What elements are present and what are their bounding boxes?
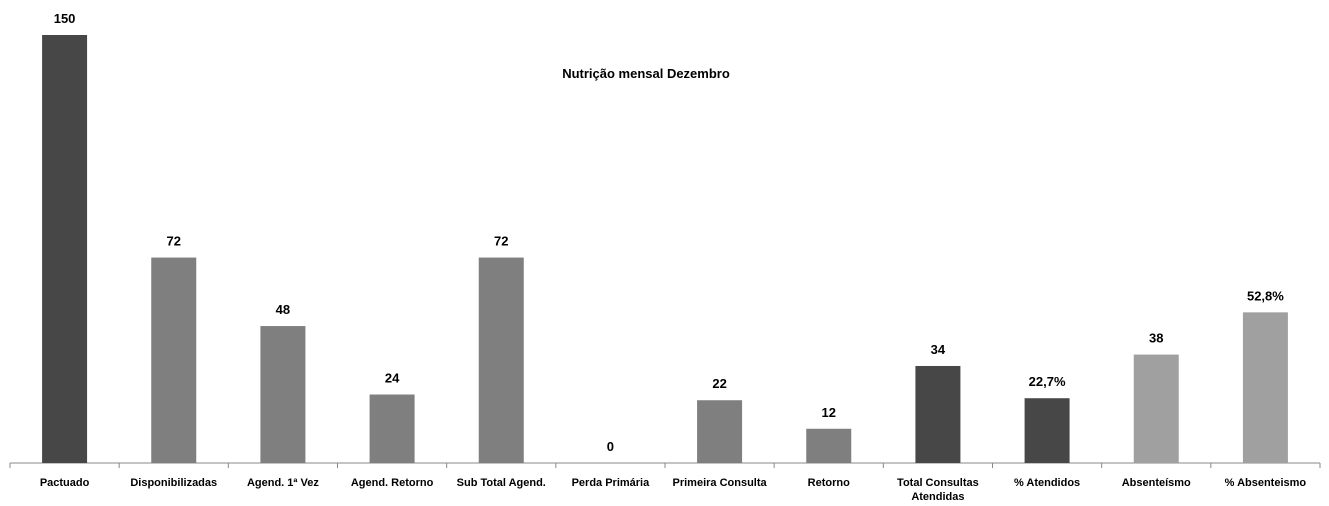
bar xyxy=(915,365,961,463)
data-label: 52,8% xyxy=(1247,288,1284,303)
data-label: 38 xyxy=(1149,331,1163,346)
bar xyxy=(42,35,88,463)
bar xyxy=(478,257,524,463)
bar xyxy=(806,428,852,463)
data-label: 48 xyxy=(276,302,290,317)
x-tick-label: Agend. 1ª Vez xyxy=(246,477,319,489)
x-tick-label: Sub Total Agend. xyxy=(456,477,546,489)
x-tick-label: Disponibilizadas xyxy=(130,477,218,489)
x-tick-label: Pactuado xyxy=(39,477,90,489)
bar xyxy=(151,257,197,463)
data-label: 24 xyxy=(385,371,400,386)
x-tick-label: % Absenteismo xyxy=(1224,477,1307,489)
chart-title: Nutrição mensal Dezembro xyxy=(562,66,730,81)
x-tick-label: Agend. Retorno xyxy=(350,477,434,489)
data-label: 72 xyxy=(167,234,181,249)
x-tick-label: Primeira Consulta xyxy=(672,477,767,489)
bar xyxy=(697,400,743,463)
data-label: 150 xyxy=(54,11,76,26)
x-tick-label: Absenteísmo xyxy=(1121,477,1191,489)
data-label: 12 xyxy=(822,405,836,420)
data-label: 22,7% xyxy=(1029,374,1066,389)
bar xyxy=(260,326,306,463)
data-label: 34 xyxy=(931,342,946,357)
x-tick-label: % Atendidos xyxy=(1013,477,1081,489)
x-tick-label: Perda Primária xyxy=(571,477,650,489)
bar xyxy=(1133,354,1179,463)
x-tick-label: Retorno xyxy=(807,477,850,489)
data-label: 0 xyxy=(607,439,614,454)
bar xyxy=(1242,312,1288,463)
bar xyxy=(369,394,415,463)
bar xyxy=(1024,398,1070,463)
data-label: 72 xyxy=(494,234,508,249)
x-tick-label: Total Consultas Atendidas xyxy=(897,477,979,503)
data-label: 22 xyxy=(712,376,726,391)
